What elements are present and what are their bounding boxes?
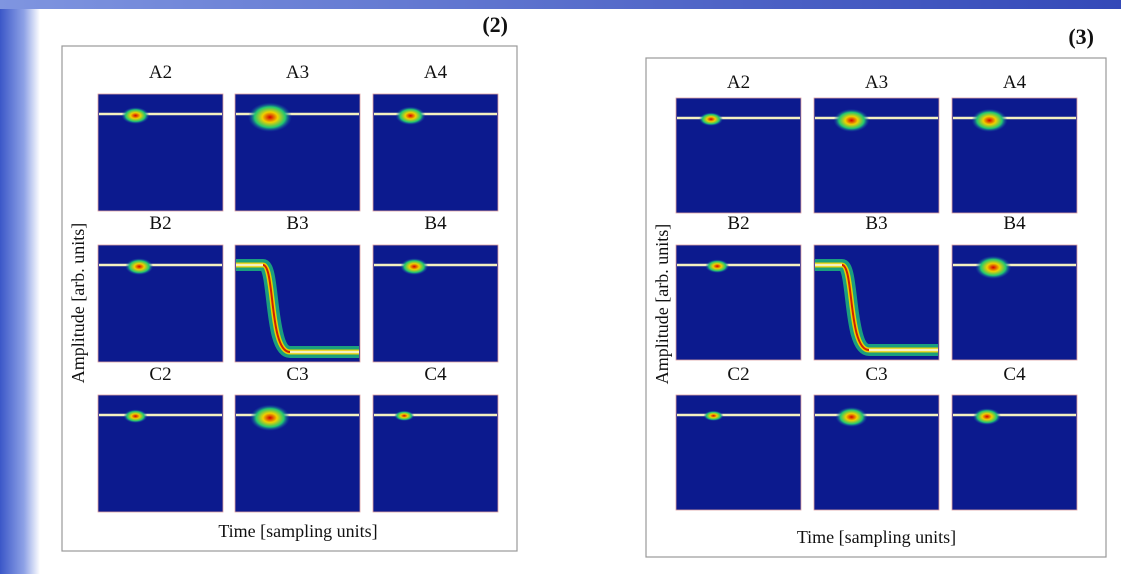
pulse-blob xyxy=(975,255,1012,279)
cell-title: B4 xyxy=(1003,213,1026,234)
x-axis-label: Time [sampling units] xyxy=(797,527,956,547)
pulse-map xyxy=(951,97,1078,214)
pulse-blob xyxy=(394,410,415,421)
cell-title: A2 xyxy=(149,62,172,83)
pulse-map xyxy=(951,244,1078,361)
pulse-blob xyxy=(125,258,154,275)
panel-label: (2) xyxy=(482,12,508,37)
cell-title: A3 xyxy=(865,72,888,93)
pulse-blob xyxy=(250,404,290,431)
cell-title: A4 xyxy=(1003,72,1027,93)
cell-title: C3 xyxy=(865,364,887,385)
cell-title: C2 xyxy=(727,364,749,385)
pulse-map xyxy=(372,394,499,513)
y-axis-label: Amplitude [arb. units] xyxy=(68,223,88,383)
pulse-blob xyxy=(835,407,868,427)
pulse-blob xyxy=(973,408,1001,425)
cell-title: C4 xyxy=(1003,364,1026,385)
x-axis-label: Time [sampling units] xyxy=(218,521,377,541)
pulse-map xyxy=(372,244,499,363)
pulse-blob xyxy=(121,107,150,124)
panel-label: (3) xyxy=(1068,24,1094,49)
pulse-map xyxy=(813,394,940,511)
pulse-blob xyxy=(395,106,426,126)
pulse-blob xyxy=(248,102,292,132)
pulse-map xyxy=(372,93,499,212)
cell-title: B3 xyxy=(865,213,887,234)
cell-title: B3 xyxy=(286,213,308,234)
cell-title: B2 xyxy=(149,213,171,234)
cell-title: C2 xyxy=(149,364,171,385)
figure-panel: (2) Amplitude [arb. units] Time [sampling … xyxy=(61,12,518,552)
pulse-map xyxy=(675,394,802,511)
cell-title: A4 xyxy=(424,62,448,83)
pulse-map xyxy=(97,93,224,212)
pulse-map xyxy=(675,244,802,361)
step-trace-core xyxy=(815,264,938,351)
pulse-blob xyxy=(123,409,148,424)
cell-title: C4 xyxy=(424,364,447,385)
pulse-blob xyxy=(400,258,429,275)
top-band xyxy=(0,0,1121,9)
pulse-blob xyxy=(699,112,723,126)
cell-title: C3 xyxy=(286,364,308,385)
cell-title: B4 xyxy=(424,213,447,234)
figure-panel: (3) Amplitude [arb. units] Time [sampling … xyxy=(645,24,1107,558)
pulse-blob xyxy=(833,108,870,132)
y-axis-label: Amplitude [arb. units] xyxy=(652,224,672,384)
cell-title: A2 xyxy=(727,72,750,93)
pulse-map xyxy=(97,394,224,513)
pulse-blob xyxy=(971,108,1008,132)
pulse-map xyxy=(675,97,802,214)
pulse-blob xyxy=(703,410,724,421)
pulse-map xyxy=(97,244,224,363)
pulse-map xyxy=(813,97,940,214)
step-trace-core xyxy=(236,264,359,353)
pulse-blob xyxy=(705,259,730,274)
pulse-map xyxy=(951,394,1078,511)
side-band xyxy=(0,0,40,574)
cell-title: A3 xyxy=(286,62,309,83)
cell-title: B2 xyxy=(727,213,749,234)
